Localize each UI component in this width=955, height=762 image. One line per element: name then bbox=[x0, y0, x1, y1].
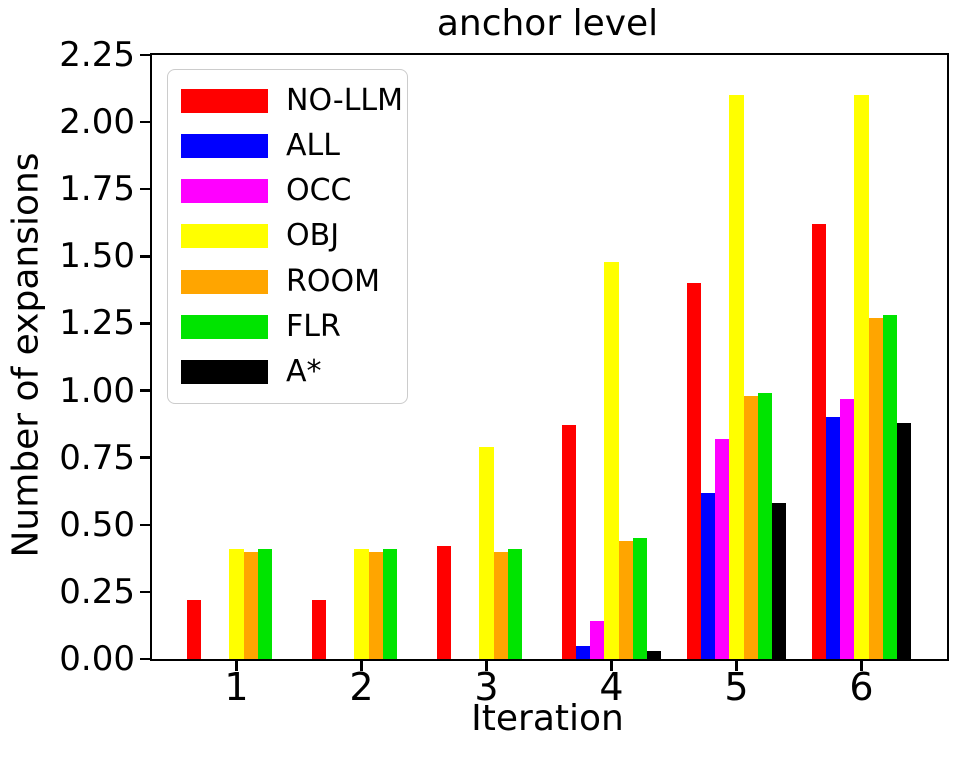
bar-astar-iteration-6 bbox=[897, 422, 912, 659]
y-axis-tick bbox=[140, 657, 150, 661]
bar-occ-iteration-5 bbox=[715, 438, 730, 659]
x-axis-tick-label: 4 bbox=[599, 665, 624, 709]
y-axis-tick-label: 1.75 bbox=[59, 169, 135, 210]
x-axis-tick bbox=[860, 661, 863, 671]
bar-no-llm-iteration-2 bbox=[311, 599, 326, 659]
legend-swatch-all bbox=[181, 133, 268, 158]
legend-swatch-occ bbox=[181, 179, 268, 204]
y-axis-tick-label: 0.75 bbox=[59, 437, 135, 478]
bar-obj-iteration-5 bbox=[729, 95, 744, 659]
y-axis-tick bbox=[140, 255, 150, 258]
bar-flr-iteration-1 bbox=[257, 548, 273, 659]
legend-swatch-no-llm bbox=[181, 88, 268, 113]
x-axis-tick bbox=[235, 661, 238, 671]
y-axis-tick bbox=[140, 120, 150, 124]
bar-no-llm-iteration-5 bbox=[686, 283, 701, 659]
legend-row-all: ALL bbox=[168, 127, 407, 163]
bar-all-iteration-4 bbox=[575, 645, 591, 659]
bar-room-iteration-5 bbox=[743, 395, 758, 659]
bar-obj-iteration-6 bbox=[854, 95, 869, 659]
plot-area: NO-LLM ALL OCC OBJ ROOM FLR A* 0.00 0.25 0.50 0.7… bbox=[59, 38, 949, 707]
y-axis-tick-label: 0.25 bbox=[59, 571, 135, 612]
bar-room-iteration-2 bbox=[368, 551, 383, 659]
legend-label-all: ALL bbox=[286, 127, 340, 163]
legend-row-astar: A* bbox=[168, 357, 407, 387]
bar-room-iteration-3 bbox=[493, 551, 508, 659]
bar-no-llm-iteration-6 bbox=[811, 224, 826, 659]
legend-label-astar: A* bbox=[286, 354, 322, 390]
x-axis-tick-label: 1 bbox=[224, 665, 249, 709]
x-axis-label: Iteration bbox=[471, 698, 624, 739]
legend-row-occ: OCC bbox=[168, 176, 407, 206]
bar-no-llm-iteration-4 bbox=[561, 425, 576, 659]
x-axis-tick bbox=[485, 661, 488, 671]
bar-occ-iteration-4 bbox=[590, 621, 605, 659]
legend-row-room: ROOM bbox=[168, 263, 407, 299]
x-axis-tick-label: 5 bbox=[724, 665, 749, 709]
x-axis-tick-label: 2 bbox=[349, 665, 374, 709]
legend-row-flr: FLR bbox=[168, 312, 407, 342]
y-axis-tick bbox=[140, 389, 150, 392]
x-axis-tick-label: 6 bbox=[849, 665, 874, 709]
legend-swatch-room bbox=[181, 269, 268, 294]
bar-flr-iteration-4 bbox=[632, 538, 648, 659]
legend-swatch-flr bbox=[181, 315, 268, 340]
x-axis-tick-label: 3 bbox=[474, 665, 499, 709]
y-axis-tick-label: 0.50 bbox=[59, 504, 135, 545]
legend: NO-LLM ALL OCC OBJ ROOM FLR A* bbox=[167, 69, 408, 404]
bar-occ-iteration-6 bbox=[840, 398, 855, 659]
bar-astar-iteration-5 bbox=[772, 503, 787, 659]
legend-row-no-llm: NO-LLM bbox=[168, 82, 407, 118]
x-axis-tick bbox=[735, 661, 738, 671]
bar-astar-iteration-4 bbox=[647, 650, 662, 659]
y-axis-tick-label: 2.25 bbox=[59, 35, 135, 75]
bar-flr-iteration-2 bbox=[382, 548, 398, 659]
chart-title: anchor level bbox=[436, 3, 659, 44]
y-axis-tick bbox=[140, 322, 150, 325]
y-axis-tick-label: 1.00 bbox=[59, 370, 135, 411]
bar-room-iteration-4 bbox=[618, 540, 633, 659]
y-axis-tick-label: 0.00 bbox=[59, 639, 135, 679]
y-axis-tick-label: 2.00 bbox=[59, 102, 135, 143]
legend-label-flr: FLR bbox=[286, 309, 341, 345]
bar-no-llm-iteration-3 bbox=[436, 546, 451, 659]
bar-obj-iteration-3 bbox=[479, 446, 494, 659]
legend-label-no-llm: NO-LLM bbox=[286, 82, 404, 118]
x-axis-tick bbox=[360, 661, 363, 671]
legend-row-obj: OBJ bbox=[168, 221, 407, 251]
bar-all-iteration-5 bbox=[700, 492, 716, 659]
y-axis-label: Number of expansions bbox=[5, 152, 47, 558]
bar-obj-iteration-4 bbox=[604, 261, 619, 659]
bar-flr-iteration-6 bbox=[882, 315, 898, 659]
bar-obj-iteration-1 bbox=[229, 548, 244, 659]
y-axis-tick bbox=[140, 590, 150, 594]
y-axis-tick bbox=[140, 53, 150, 57]
bar-room-iteration-1 bbox=[243, 551, 258, 659]
bar-no-llm-iteration-1 bbox=[186, 599, 201, 659]
bar-all-iteration-6 bbox=[825, 417, 841, 659]
legend-label-room: ROOM bbox=[286, 263, 380, 299]
y-axis-tick-label: 1.50 bbox=[59, 236, 135, 277]
bar-flr-iteration-5 bbox=[757, 393, 773, 659]
y-axis-tick bbox=[140, 523, 150, 527]
legend-swatch-obj bbox=[181, 224, 268, 249]
bar-obj-iteration-2 bbox=[354, 548, 369, 659]
x-axis-tick bbox=[610, 661, 613, 671]
bar-room-iteration-6 bbox=[868, 318, 883, 659]
y-axis-tick bbox=[140, 456, 150, 459]
y-axis-tick-label: 1.25 bbox=[59, 303, 135, 344]
bar-flr-iteration-3 bbox=[507, 548, 523, 659]
legend-label-obj: OBJ bbox=[286, 218, 340, 254]
legend-swatch-astar bbox=[181, 360, 268, 385]
legend-label-occ: OCC bbox=[286, 173, 352, 209]
y-axis-tick bbox=[140, 187, 150, 191]
